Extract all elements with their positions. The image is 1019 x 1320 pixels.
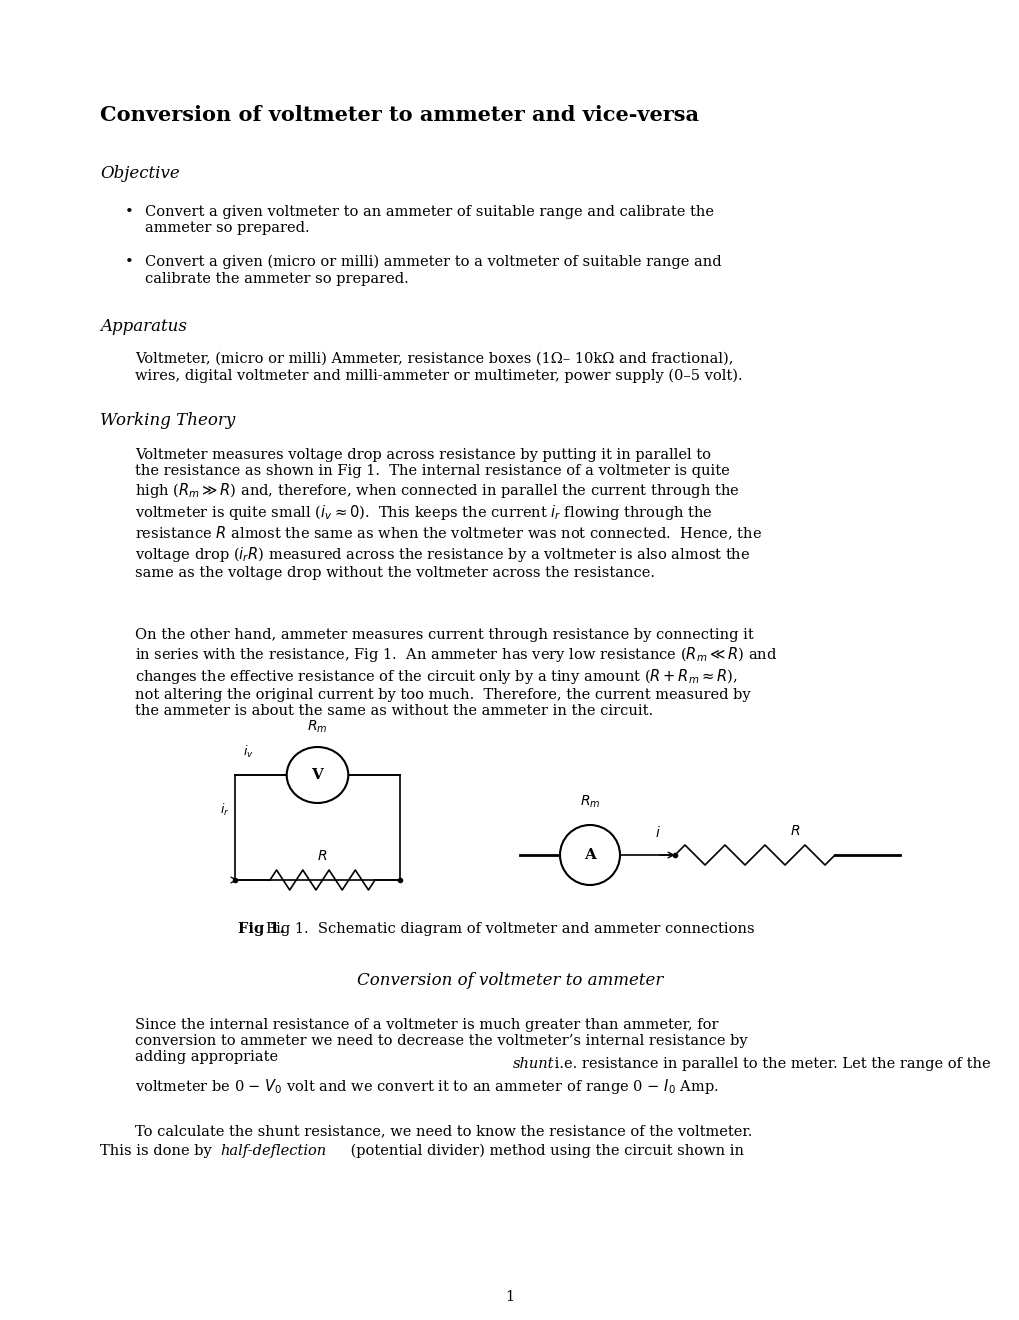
Text: Objective: Objective xyxy=(100,165,179,182)
Text: Conversion of voltmeter to ammeter: Conversion of voltmeter to ammeter xyxy=(357,972,662,989)
Text: Since the internal resistance of a voltmeter is much greater than ammeter, for
c: Since the internal resistance of a voltm… xyxy=(135,1018,747,1064)
Text: Working Theory: Working Theory xyxy=(100,412,235,429)
Text: 1: 1 xyxy=(505,1290,514,1304)
Text: $i_r$: $i_r$ xyxy=(220,801,229,817)
Text: Convert a given (micro or milli) ammeter to a voltmeter of suitable range and
ca: Convert a given (micro or milli) ammeter… xyxy=(145,255,720,285)
Text: On the other hand, ammeter measures current through resistance by connecting it
: On the other hand, ammeter measures curr… xyxy=(135,628,776,718)
Text: shunt: shunt xyxy=(513,1057,554,1071)
Text: A: A xyxy=(584,847,595,862)
Text: Voltmeter, (micro or milli) Ammeter, resistance boxes (1Ω– 10kΩ and fractional),: Voltmeter, (micro or milli) Ammeter, res… xyxy=(135,352,742,383)
Text: $i$: $i$ xyxy=(654,825,659,840)
Text: V: V xyxy=(311,768,323,781)
Text: This is done by: This is done by xyxy=(100,1144,216,1158)
Text: voltmeter be 0 $-$ $V_0$ volt and we convert it to an ammeter of range 0 $-$ $I_: voltmeter be 0 $-$ $V_0$ volt and we con… xyxy=(135,1077,718,1096)
Text: half-deflection: half-deflection xyxy=(220,1144,326,1158)
Text: (potential divider) method using the circuit shown in: (potential divider) method using the cir… xyxy=(345,1144,743,1159)
Text: Voltmeter measures voltage drop across resistance by putting it in parallel to
t: Voltmeter measures voltage drop across r… xyxy=(135,447,761,579)
Text: Apparatus: Apparatus xyxy=(100,318,186,335)
Text: $R$: $R$ xyxy=(317,849,327,863)
Text: •: • xyxy=(125,255,133,269)
Text: •: • xyxy=(125,205,133,219)
Text: Convert a given voltmeter to an ammeter of suitable range and calibrate the
amme: Convert a given voltmeter to an ammeter … xyxy=(145,205,713,235)
Text: $R$: $R$ xyxy=(789,824,799,838)
Text: $i_v$: $i_v$ xyxy=(243,744,254,760)
Text: $R_m$: $R_m$ xyxy=(579,793,599,810)
Ellipse shape xyxy=(559,825,620,884)
Text: To calculate the shunt resistance, we need to know the resistance of the voltmet: To calculate the shunt resistance, we ne… xyxy=(135,1125,752,1138)
Ellipse shape xyxy=(286,747,347,803)
Text: Conversion of voltmeter to ammeter and vice-versa: Conversion of voltmeter to ammeter and v… xyxy=(100,106,698,125)
Text: i.e. resistance in parallel to the meter. Let the range of the: i.e. resistance in parallel to the meter… xyxy=(549,1057,989,1071)
Text: Fig 1.  Schematic diagram of voltmeter and ammeter connections: Fig 1. Schematic diagram of voltmeter an… xyxy=(265,921,754,936)
Text: $R_m$: $R_m$ xyxy=(307,718,327,735)
Text: Fig 1.: Fig 1. xyxy=(237,921,284,936)
